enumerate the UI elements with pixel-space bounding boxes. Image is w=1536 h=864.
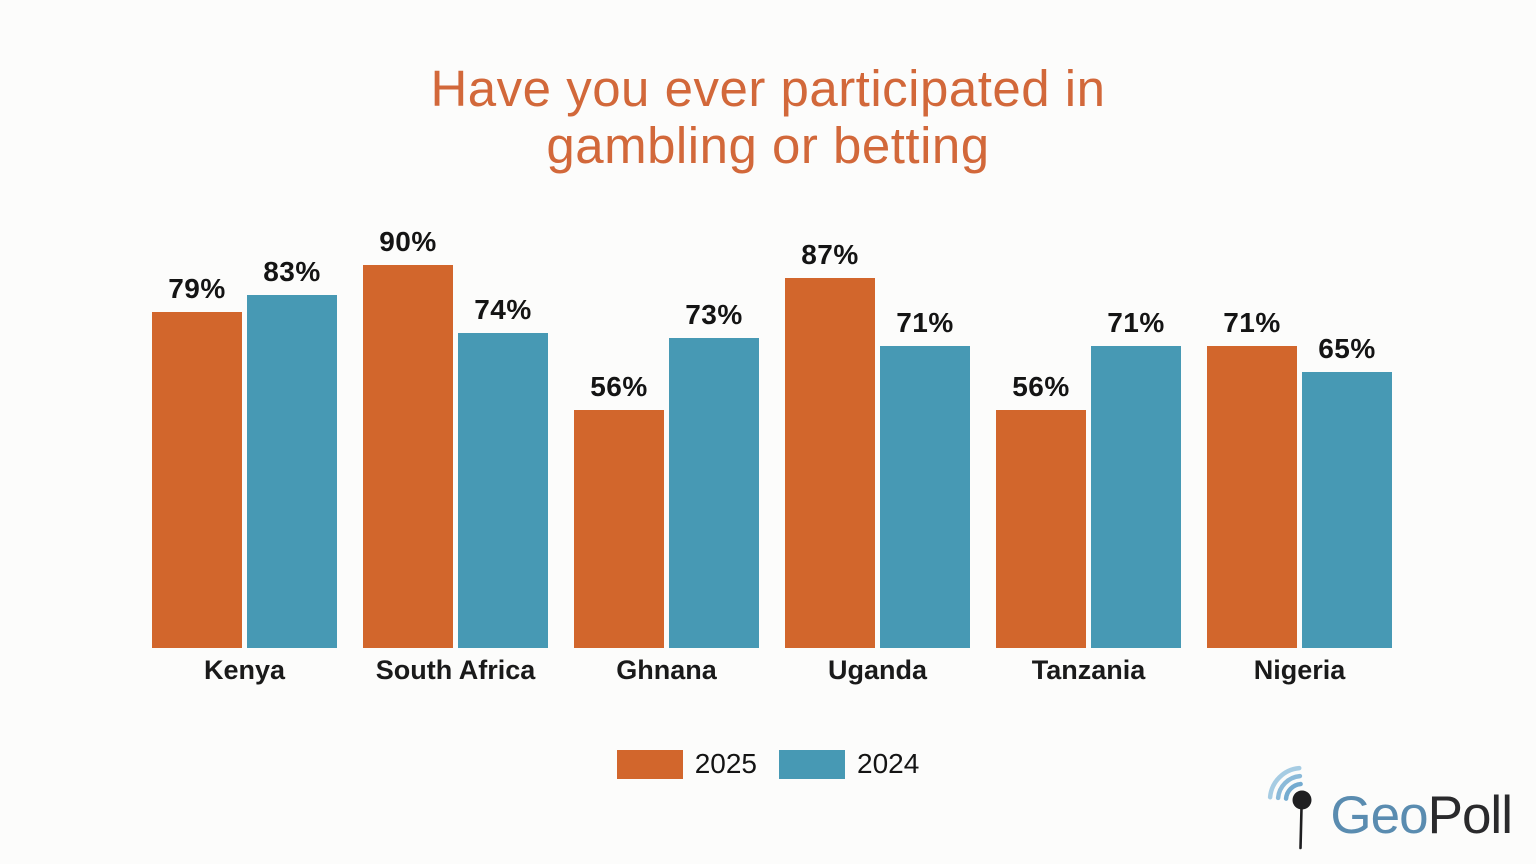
geopoll-pin-icon [1268,765,1312,850]
bar-2025 [996,410,1086,648]
bar-wrap: 65% [1302,333,1392,648]
bar-group-kenya: 79% 83% Kenya [152,256,337,685]
bar-wrap: 79% [152,273,242,648]
bar-pair: 56% 73% [574,299,759,648]
chart-legend: 2025 2024 [0,748,1536,780]
category-label: Tanzania [1031,655,1146,685]
legend-swatch [616,749,683,779]
bar-2025 [152,312,242,648]
value-label: 65% [1318,333,1376,364]
logo-text: GeoPoll [1330,786,1513,852]
chart-title-line1: Have you ever participated in [430,60,1106,117]
bar-wrap: 71% [1091,307,1181,648]
bar-2024 [1091,346,1181,648]
logo-text-poll: Poll [1427,786,1513,845]
chart-title: Have you ever participated in gambling o… [0,60,1536,174]
bar-wrap: 90% [363,226,453,648]
value-label: 73% [685,299,743,330]
bar-chart: 79% 83% Kenya 90% 74% South Africa 56% 73% Ghnan… [152,223,1392,685]
bar-wrap: 74% [458,294,548,648]
bar-2025 [574,410,664,648]
bar-wrap: 83% [247,256,337,648]
value-label: 56% [1012,371,1070,402]
bar-wrap: 56% [996,371,1086,648]
bar-2024 [1302,372,1392,648]
bar-pair: 79% 83% [152,256,337,648]
bar-pair: 87% 71% [785,239,970,648]
bar-wrap: 71% [1207,307,1297,648]
category-label: Ghnana [616,655,717,685]
legend-item-2025: 2025 [616,748,757,780]
bar-pair: 56% 71% [996,307,1181,648]
value-label: 83% [263,256,321,287]
bar-group-nigeria: 71% 65% Nigeria [1207,307,1392,685]
category-label: Nigeria [1253,655,1346,685]
bar-2025 [363,265,453,648]
bar-2025 [1207,346,1297,648]
value-label: 87% [801,239,859,270]
category-label: Uganda [827,655,928,685]
category-label: South Africa [375,655,536,685]
value-label: 90% [379,226,437,257]
category-label: Kenya [203,655,286,685]
value-label: 74% [474,294,532,325]
legend-label: 2025 [694,748,757,779]
bar-pair: 90% 74% [363,226,548,648]
logo-text-geo: Geo [1330,786,1428,845]
bar-2024 [458,333,548,648]
bar-wrap: 87% [785,239,875,648]
value-label: 71% [896,307,954,338]
value-label: 79% [168,273,226,304]
bar-pair: 71% 65% [1207,307,1392,648]
bar-wrap: 71% [880,307,970,648]
bar-group-tanzania: 56% 71% Tanzania [996,307,1181,685]
legend-label: 2024 [857,748,920,779]
bar-group-ghnana: 56% 73% Ghnana [574,299,759,685]
value-label: 71% [1223,307,1281,338]
bar-group-south-africa: 90% 74% South Africa [363,226,548,685]
chart-title-line2: gambling or betting [546,117,990,174]
geopoll-logo: GeoPoll [1264,758,1513,852]
bar-2024 [669,338,759,648]
bar-2025 [785,278,875,648]
value-label: 56% [590,371,648,402]
bar-2024 [880,346,970,648]
bar-wrap: 56% [574,371,664,648]
bar-2024 [247,295,337,648]
bar-wrap: 73% [669,299,759,648]
legend-swatch [779,749,845,779]
bar-group-uganda: 87% 71% Uganda [785,239,970,685]
value-label: 71% [1107,307,1165,338]
legend-item-2024: 2024 [779,748,919,780]
